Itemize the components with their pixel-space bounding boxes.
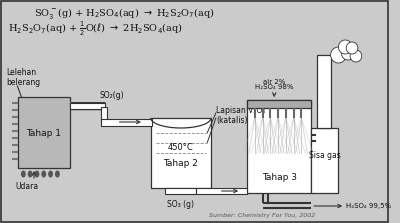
Ellipse shape — [34, 171, 39, 178]
Text: Sisa gas: Sisa gas — [309, 151, 341, 159]
Bar — [311, 128, 338, 193]
Ellipse shape — [48, 171, 53, 178]
Circle shape — [346, 42, 358, 54]
Bar — [247, 100, 311, 193]
Circle shape — [331, 47, 346, 63]
Text: air 2%: air 2% — [263, 79, 286, 85]
Text: H₂SO₄ 98%: H₂SO₄ 98% — [255, 84, 294, 90]
Text: Udara: Udara — [16, 182, 39, 191]
Text: SO₂(g): SO₂(g) — [100, 91, 124, 100]
Text: Lapisan V₂O₅
(katalis): Lapisan V₂O₅ (katalis) — [216, 106, 265, 125]
Bar — [101, 119, 152, 126]
Bar — [101, 107, 107, 121]
Bar — [165, 188, 196, 194]
Circle shape — [338, 40, 352, 54]
Text: Tahap 2: Tahap 2 — [164, 159, 198, 167]
Ellipse shape — [28, 171, 32, 178]
Ellipse shape — [55, 171, 60, 178]
Text: Sumber: Chemistry For You, 2002: Sumber: Chemistry For You, 2002 — [210, 213, 316, 218]
Ellipse shape — [21, 171, 26, 178]
Circle shape — [341, 46, 355, 60]
Ellipse shape — [41, 171, 46, 178]
Bar — [247, 100, 311, 108]
Text: 450°C: 450°C — [168, 143, 194, 153]
Bar — [196, 188, 247, 194]
Bar — [151, 118, 211, 188]
Bar — [317, 55, 331, 128]
Bar — [18, 97, 70, 168]
Text: SO$_3^-$(g) + H$_2$SO$_4$(aq) $\rightarrow$ H$_2$S$_2$O$_7$(aq): SO$_3^-$(g) + H$_2$SO$_4$(aq) $\rightarr… — [34, 6, 215, 21]
Text: Tahap 1: Tahap 1 — [26, 128, 61, 138]
Circle shape — [350, 50, 362, 62]
Text: H₂SO₄ 99,5%: H₂SO₄ 99,5% — [346, 203, 391, 209]
Bar — [70, 103, 105, 109]
Text: Lelehan
belerang: Lelehan belerang — [6, 68, 40, 87]
Text: H$_2$S$_2$O$_7$(aq) + $\frac{1}{2}$O($\ell$) $\rightarrow$ 2H$_2$SO$_4$(aq): H$_2$S$_2$O$_7$(aq) + $\frac{1}{2}$O($\e… — [8, 20, 182, 38]
Text: SO₃ (g): SO₃ (g) — [167, 200, 194, 209]
Text: Tahap 3: Tahap 3 — [262, 173, 296, 182]
